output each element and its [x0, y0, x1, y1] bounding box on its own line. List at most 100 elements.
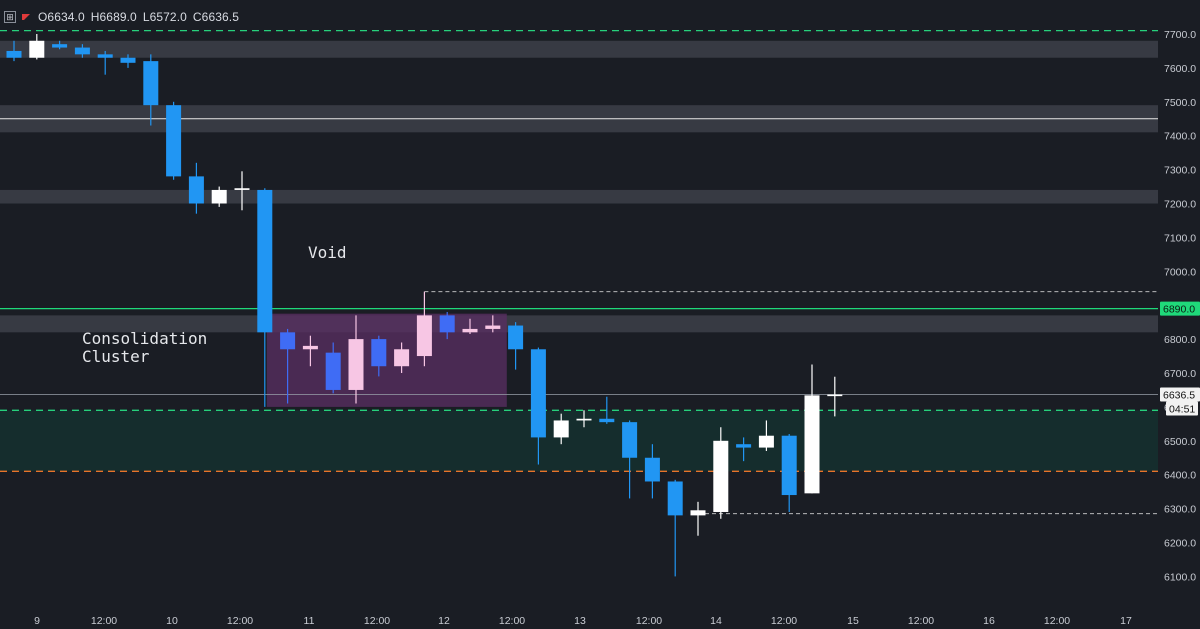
time-tick-label: 16: [983, 615, 995, 627]
low-value: L6572.0: [142, 10, 187, 24]
time-tick-label: 12:00: [1044, 615, 1070, 627]
candle: [622, 420, 638, 499]
candle: [416, 291, 432, 367]
candle: [553, 413, 569, 445]
candle-body: [690, 510, 706, 516]
candle: [485, 315, 501, 333]
price-tick-label: 6700.0: [1164, 368, 1196, 380]
candle-body: [166, 105, 182, 177]
candle: [827, 376, 843, 417]
candle: [120, 54, 136, 68]
candle: [644, 444, 660, 499]
price-tick-label: 6400.0: [1164, 470, 1196, 482]
candle-body: [530, 349, 546, 438]
time-tick-label: 12:00: [499, 615, 525, 627]
candle-body: [257, 189, 273, 333]
close-value: C6636.5: [192, 10, 239, 24]
candle: [6, 40, 22, 62]
consolidation-label-line2: Cluster: [82, 347, 150, 366]
price-tick-label: 7200.0: [1164, 199, 1196, 211]
time-tick-label: 12:00: [908, 615, 934, 627]
price-tick-label: 7500.0: [1164, 97, 1196, 109]
candle: [576, 410, 592, 428]
candle-body: [485, 325, 501, 329]
candle: [166, 101, 182, 180]
price-tick-label: 6200.0: [1164, 538, 1196, 550]
countdown-label: 04:51: [1169, 404, 1195, 416]
current-price-tag-bg: [1160, 387, 1200, 402]
candle-body: [576, 418, 592, 421]
candle-body: [804, 395, 820, 494]
candle: [143, 54, 159, 126]
candle: [302, 335, 318, 367]
candles-layer: [6, 34, 843, 577]
candle: [74, 44, 90, 58]
candle-body: [462, 328, 478, 333]
candle-body: [6, 50, 22, 58]
candle: [234, 171, 250, 211]
price-tick-label: 6300.0: [1164, 504, 1196, 516]
candle: [530, 347, 546, 465]
candle-body: [234, 188, 250, 190]
resistance-zone: [0, 189, 1158, 204]
candle: [713, 427, 729, 519]
price-tick-label: 7100.0: [1164, 232, 1196, 244]
candle-body: [736, 444, 752, 448]
countdown-bg: [1166, 401, 1198, 416]
candle-body: [97, 54, 113, 58]
price-tick-label: 7600.0: [1164, 63, 1196, 75]
candle: [348, 315, 364, 404]
candle-body: [52, 44, 68, 48]
candle: [690, 501, 706, 536]
candle: [371, 335, 387, 377]
high-value: H6689.0: [90, 10, 137, 24]
candle: [257, 188, 273, 407]
consolidation-label: Consolidation Cluster: [82, 330, 207, 366]
candle: [758, 420, 774, 451]
time-tick-label: 12: [438, 615, 450, 627]
candle: [188, 162, 204, 214]
candle-body: [120, 57, 136, 63]
price-tick-label: 7000.0: [1164, 266, 1196, 278]
candle: [52, 40, 68, 50]
time-tick-label: 12:00: [91, 615, 117, 627]
time-tick-label: 12:00: [771, 615, 797, 627]
candle-body: [827, 394, 843, 397]
candle-body: [667, 481, 683, 516]
current-price-tag: 6636.5: [1163, 390, 1195, 402]
candle-body: [644, 457, 660, 482]
time-tick-label: 12:00: [364, 615, 390, 627]
candle-body: [622, 422, 638, 458]
candle: [97, 50, 113, 75]
void-label: Void: [308, 243, 347, 262]
flag-icon[interactable]: [22, 14, 30, 20]
candle-body: [781, 435, 797, 496]
price-tick-label: 6800.0: [1164, 334, 1196, 346]
price-tick-label: 6500.0: [1164, 436, 1196, 448]
candle-body: [371, 339, 387, 367]
candle: [462, 318, 478, 335]
candle: [439, 311, 455, 340]
candle: [804, 364, 820, 494]
resistance-zone: [0, 40, 1158, 58]
time-tick-label: 12:00: [636, 615, 662, 627]
candle: [781, 434, 797, 512]
time-axis-bg: [0, 605, 1200, 629]
price-tick-label: 7400.0: [1164, 131, 1196, 143]
time-tick-label: 15: [847, 615, 859, 627]
candle: [280, 328, 296, 404]
time-tick-label: 9: [34, 615, 40, 627]
candle: [325, 342, 341, 394]
candle-body: [302, 345, 318, 350]
candle-body: [599, 418, 615, 423]
candle-body: [29, 40, 45, 58]
green-line-price-tag: 6890.0: [1163, 304, 1195, 316]
candle: [508, 322, 524, 370]
time-axis[interactable]: 9 12:00 10 12:00 11 12:00 12 12:00 13 12:00 14 12:0…: [0, 605, 1200, 629]
open-value: O6634.0: [38, 10, 85, 24]
candle: [736, 437, 752, 462]
expand-icon[interactable]: ⊞: [4, 11, 16, 23]
candle: [211, 186, 227, 207]
price-axis[interactable]: 6100.06200.06300.06400.06500.06600.06700…: [1158, 0, 1200, 629]
